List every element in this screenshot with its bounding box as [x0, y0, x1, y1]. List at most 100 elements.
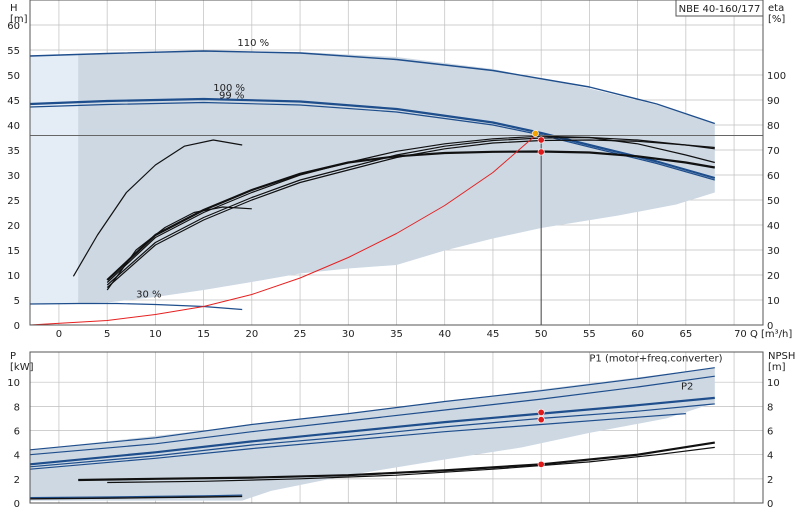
lower-series-power-low-8	[29, 495, 243, 500]
upper-ytick-left-10: 10	[7, 271, 20, 282]
lower-ytick-left-8: 8	[14, 402, 20, 413]
lower-plot-frame	[29, 351, 764, 504]
lower-marker-1	[537, 416, 545, 424]
upper-ytick-right-50: 50	[767, 196, 780, 207]
upper-xtick-40: 40	[438, 329, 451, 340]
upper-ytick-left-35: 35	[7, 146, 20, 157]
lower-series-layer	[29, 367, 715, 500]
upper-xtick-30: 30	[342, 329, 355, 340]
upper-ytick-left-30: 30	[7, 171, 20, 182]
upper-ytick-left-55: 55	[7, 46, 20, 57]
lower-series-power-2	[29, 396, 715, 466]
speed-label-1: 100 %	[213, 83, 245, 94]
upper-ylabel-left-0: H	[10, 3, 18, 14]
lower-ytick-left-2: 2	[14, 475, 20, 486]
lower-series-power-3	[29, 403, 715, 468]
upper-ytick-left-5: 5	[14, 296, 20, 307]
lower-ytick-right-10: 10	[767, 378, 780, 389]
lower-ytick-right-6: 6	[767, 427, 773, 438]
upper-ytick-right-30: 30	[767, 246, 780, 257]
upper-marker-2	[537, 148, 545, 156]
upper-operating-area	[78, 51, 715, 304]
upper-ylabel-left-1: [m]	[10, 14, 28, 25]
upper-series-eta-6	[106, 139, 715, 288]
upper-xtick-55: 55	[583, 329, 596, 340]
upper-ytick-left-45: 45	[7, 96, 20, 107]
lower-ytick-left-0: 0	[14, 499, 20, 510]
upper-markers	[30, 130, 763, 325]
speed-label-3: 30 %	[136, 290, 161, 301]
lower-ylabel-left-0: P	[10, 351, 16, 362]
lower-annotation-0: P1 (motor+freq.converter)	[589, 354, 722, 365]
upper-ytick-right-80: 80	[767, 121, 780, 132]
lower-annotation-1: P2	[681, 381, 693, 392]
lower-ylabel-right-0: NPSH	[768, 351, 795, 362]
upper-series-eta-8	[106, 135, 715, 283]
speed-label-0: 110 %	[237, 38, 269, 49]
upper-xtick-35: 35	[390, 329, 403, 340]
lower-series-power-low-7	[29, 494, 243, 499]
lower-series-npsh-6	[107, 446, 715, 484]
upper-xtick-15: 15	[197, 329, 210, 340]
upper-ytick-right-70: 70	[767, 146, 780, 157]
lower-ytick-left-4: 4	[14, 451, 20, 462]
upper-ytick-right-100: 100	[767, 71, 786, 82]
upper-marker-0	[531, 130, 539, 138]
upper-ytick-left-60: 60	[7, 21, 20, 32]
upper-series-eta-7	[106, 136, 715, 286]
upper-ytick-right-0: 0	[767, 321, 773, 332]
upper-ylabel-right-0: eta	[768, 3, 784, 14]
upper-series-eta-9	[106, 150, 715, 281]
upper-ylabel-right-1: [%]	[768, 14, 785, 25]
lower-ytick-right-0: 0	[767, 499, 773, 510]
axis-labels-layer: 110 %100 %99 %30 %0 5 10 15 20 25 30 35 40 45 50 55…	[7, 3, 795, 510]
upper-xtick-65: 65	[679, 329, 692, 340]
upper-ytick-left-40: 40	[7, 121, 20, 132]
lower-ytick-right-8: 8	[767, 402, 773, 413]
upper-series-eta-4	[72, 139, 243, 277]
lower-series-npsh-5	[78, 441, 715, 482]
lower-ytick-right-2: 2	[767, 475, 773, 486]
upper-xtick-45: 45	[487, 329, 500, 340]
upper-ytick-right-40: 40	[767, 221, 780, 232]
upper-marker-1	[537, 136, 545, 144]
lower-ylabel-left-1: [kW]	[10, 362, 34, 373]
upper-series-speed-3	[29, 302, 243, 311]
lower-series-power-0	[29, 367, 715, 451]
upper-ytick-right-10: 10	[767, 296, 780, 307]
upper-ytick-right-90: 90	[767, 96, 780, 107]
lower-ytick-left-6: 6	[14, 427, 20, 438]
speed-label-2: 99 %	[219, 91, 244, 102]
lower-markers	[537, 408, 545, 468]
lower-marker-0	[537, 408, 545, 416]
upper-xtick-25: 25	[294, 329, 307, 340]
upper-ytick-left-0: 0	[14, 321, 20, 332]
upper-ytick-right-20: 20	[767, 271, 780, 282]
upper-ytick-left-50: 50	[7, 71, 20, 82]
lower-ytick-left-10: 10	[7, 378, 20, 389]
upper-ytick-left-25: 25	[7, 196, 20, 207]
chart-title: NBE 40-160/177	[679, 4, 761, 15]
lower-series-power-1	[29, 375, 715, 456]
lower-series-power-4	[29, 413, 686, 470]
upper-series-layer	[29, 50, 716, 326]
lower-ytick-right-4: 4	[767, 451, 773, 462]
lower-marker-2	[537, 460, 545, 468]
lower-ylabel-right-1: [m]	[768, 362, 786, 373]
upper-xtick-5: 5	[104, 329, 110, 340]
upper-ytick-left-15: 15	[7, 246, 20, 257]
upper-xtick-10: 10	[149, 329, 162, 340]
title-box	[675, 0, 764, 17]
upper-xtick-20: 20	[245, 329, 258, 340]
upper-xtick-60: 60	[631, 329, 644, 340]
upper-series-speed-0	[29, 50, 716, 125]
upper-series-system-10	[29, 135, 536, 326]
upper-ytick-left-20: 20	[7, 221, 20, 232]
upper-xtick-0: 0	[56, 329, 62, 340]
upper-plot-frame	[29, 0, 764, 326]
upper-series-speed-1	[29, 97, 716, 180]
upper-xtick-50: 50	[535, 329, 548, 340]
upper-operating-area	[30, 51, 715, 304]
upper-xtick-70: 70 Q [m³/h]	[734, 329, 792, 340]
